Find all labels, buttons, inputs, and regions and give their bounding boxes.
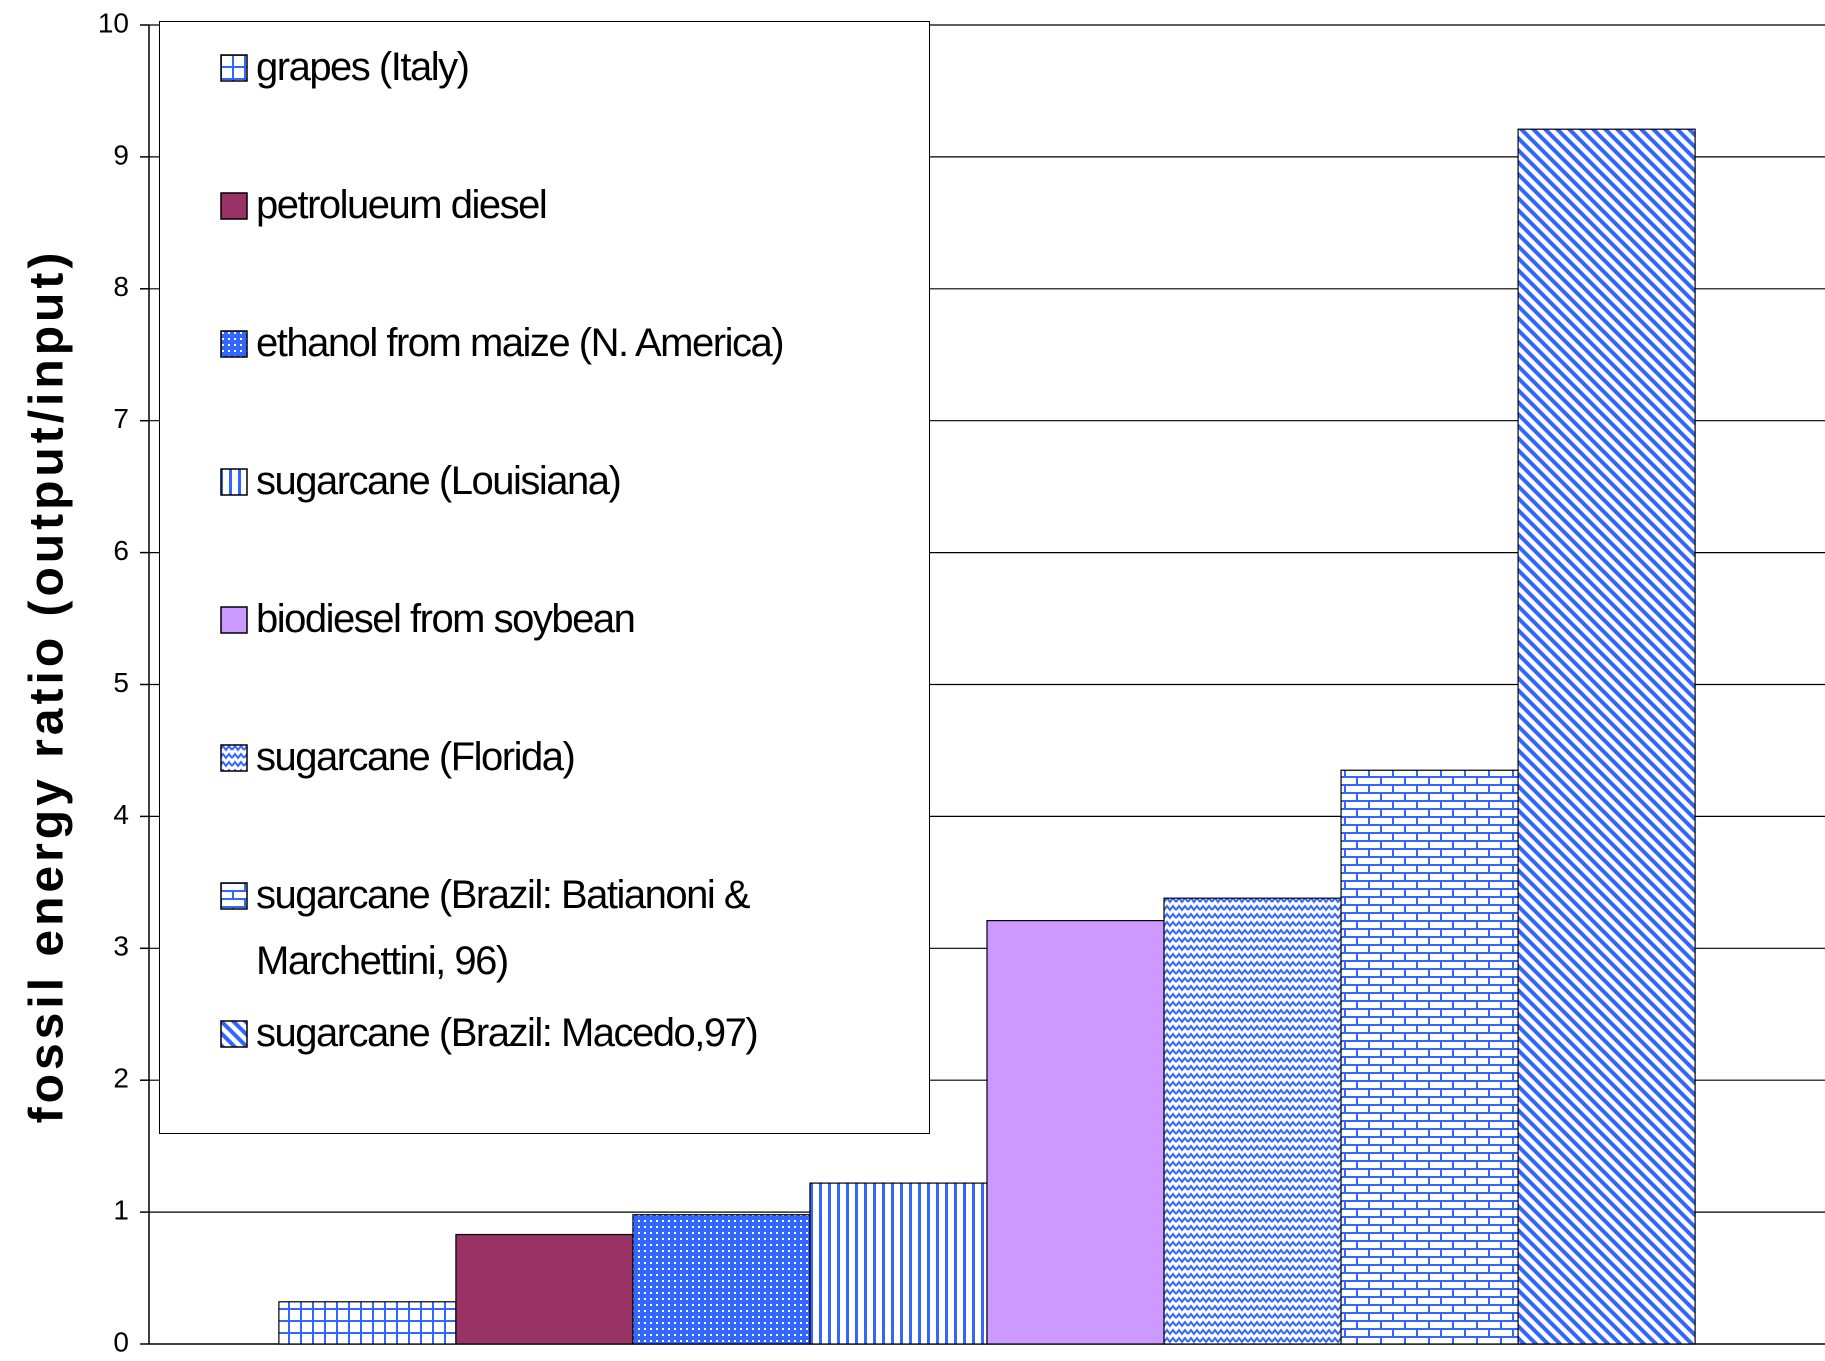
bar — [1517, 128, 1696, 1345]
legend-item: biodiesel from soybean — [160, 590, 929, 728]
legend-item: sugarcane (Florida) — [160, 728, 929, 866]
legend-swatch — [220, 192, 248, 220]
legend: grapes (Italy) petrolueum diesel ethanol f… — [159, 21, 930, 1134]
legend-item: sugarcane (Louisiana) — [160, 452, 929, 590]
bar — [809, 1182, 988, 1345]
y-tick-label: 4 — [113, 799, 129, 830]
legend-swatch — [220, 744, 248, 772]
legend-swatch — [220, 606, 248, 634]
legend-label: sugarcane (Brazil: Macedo,97) — [256, 1011, 759, 1055]
legend-swatch-box — [220, 744, 248, 772]
legend-item: petrolueum diesel — [160, 176, 929, 314]
y-tick-label: 0 — [113, 1326, 129, 1357]
legend-label: ethanol from maize (N. America) — [256, 321, 785, 365]
legend-swatch — [220, 330, 248, 358]
legend-swatch — [220, 882, 248, 910]
legend-item: ethanol from maize (N. America) — [160, 314, 929, 452]
bar — [455, 1233, 634, 1345]
legend-swatch — [220, 54, 248, 82]
y-tick-label: 2 — [113, 1063, 129, 1094]
legend-swatch-box — [220, 882, 248, 910]
bar — [278, 1301, 457, 1345]
y-axis-label: fossil energy ratio (output/input) — [21, 249, 74, 1124]
bar — [1163, 897, 1342, 1345]
bar — [986, 920, 1165, 1345]
y-tick-label: 8 — [113, 271, 129, 302]
legend-item: sugarcane (Brazil: Macedo,97) — [160, 1004, 929, 1142]
y-tick-label: 6 — [113, 535, 129, 566]
legend-swatch-box — [220, 54, 248, 82]
legend-swatch — [220, 468, 248, 496]
legend-label: sugarcane (Florida) — [256, 735, 576, 779]
bar — [1340, 769, 1519, 1345]
legend-label: biodiesel from soybean — [256, 597, 636, 641]
legend-label: sugarcane (Brazil: Batianoni & Marchetti… — [256, 873, 751, 983]
legend-label: sugarcane (Louisiana) — [256, 459, 622, 503]
legend-swatch — [220, 1020, 248, 1048]
legend-label: petrolueum diesel — [256, 183, 548, 227]
legend-swatch-box — [220, 192, 248, 220]
legend-swatch-box — [220, 1020, 248, 1048]
y-tick-label: 1 — [113, 1194, 129, 1225]
y-tick-label: 7 — [113, 403, 129, 434]
y-tick-label: 5 — [113, 667, 129, 698]
legend-item: grapes (Italy) — [160, 38, 929, 176]
y-tick-label: 10 — [98, 7, 129, 38]
legend-label: grapes (Italy) — [256, 45, 470, 89]
legend-item: sugarcane (Brazil: Batianoni & Marchetti… — [160, 866, 929, 1004]
legend-swatch-box — [220, 468, 248, 496]
bar — [632, 1214, 811, 1345]
y-tick-label: 3 — [113, 931, 129, 962]
y-tick-label: 9 — [113, 139, 129, 170]
legend-swatch-box — [220, 606, 248, 634]
legend-swatch-box — [220, 330, 248, 358]
